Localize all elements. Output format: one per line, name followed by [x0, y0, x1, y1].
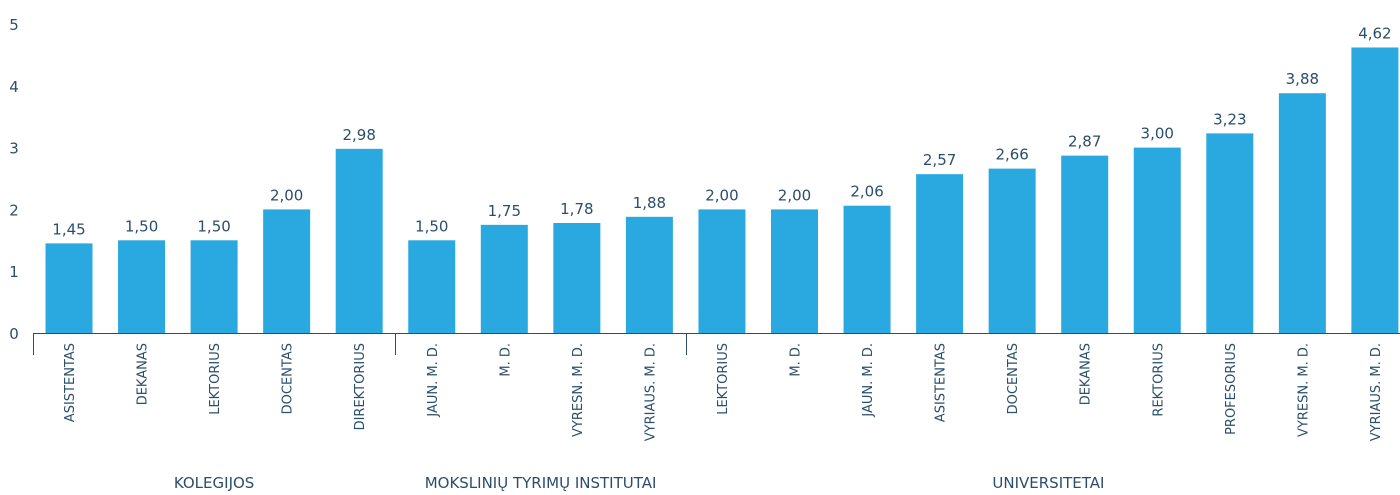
category-label: PROFESORIUS	[1224, 343, 1239, 435]
bar	[1278, 93, 1326, 333]
bar	[1061, 155, 1109, 333]
y-tick-label: 3	[9, 140, 19, 158]
bar	[45, 243, 93, 333]
value-label: 4,62	[1358, 24, 1391, 42]
value-label: 2,00	[705, 186, 738, 204]
bar	[1206, 133, 1254, 333]
category-label: DOCENTAS	[1006, 343, 1021, 414]
y-tick-label: 1	[9, 263, 19, 281]
value-label: 2,00	[270, 186, 303, 204]
category-label: REKTORIUS	[1151, 343, 1166, 417]
value-label: 1,78	[560, 200, 593, 218]
category-label: DEKANAS	[136, 343, 151, 405]
bar	[625, 216, 673, 333]
group-label: MOKSLINIŲ TYRIMŲ INSTITUTAI	[425, 474, 657, 492]
category-label: DIREKTORIUS	[353, 343, 368, 430]
bar	[480, 224, 528, 333]
y-tick-label: 5	[9, 16, 19, 34]
group-dividers	[33, 333, 687, 355]
bar	[988, 168, 1036, 333]
category-label: VYRIAUS. M. D.	[643, 343, 658, 441]
group-labels: KOLEGIJOS MOKSLINIŲ TYRIMŲ INSTITUTAI UNIV…	[174, 474, 1105, 492]
bar	[916, 174, 964, 333]
value-label: 1,88	[633, 194, 666, 212]
bar	[843, 205, 891, 333]
category-labels: ASISTENTAS DEKANAS LEKTORIUS DOCENTAS DIREKT…	[63, 343, 1384, 441]
bar	[553, 222, 601, 333]
category-label: VYRESN. M. D.	[1296, 343, 1311, 437]
category-label: ASISTENTAS	[934, 343, 949, 422]
bar	[1351, 47, 1399, 333]
value-label: 3,88	[1286, 70, 1319, 88]
value-label: 2,66	[995, 146, 1028, 164]
category-label: M. D.	[789, 343, 804, 377]
bars	[45, 47, 1399, 333]
category-label: ASISTENTAS	[63, 343, 78, 422]
value-labels: 1,45 1,50 1,50 2,00 2,98 1,50 1,75 1,78 1,88 2,00…	[52, 24, 1391, 238]
bar	[118, 240, 166, 333]
bar	[263, 209, 311, 333]
y-tick-label: 4	[9, 78, 19, 96]
value-label: 2,06	[850, 183, 883, 201]
bar	[1133, 147, 1181, 333]
category-label: M. D.	[498, 343, 513, 377]
bar	[408, 240, 456, 333]
bar	[335, 148, 383, 333]
group-label: KOLEGIJOS	[174, 474, 254, 492]
value-label: 1,50	[415, 217, 448, 235]
value-label: 1,45	[52, 220, 85, 238]
value-label: 2,57	[923, 151, 956, 169]
category-label: DEKANAS	[1079, 343, 1094, 405]
value-label: 1,50	[197, 217, 230, 235]
category-label: JAUN. M. D.	[861, 343, 876, 418]
value-label: 1,50	[125, 217, 158, 235]
category-label: LEKTORIUS	[208, 343, 223, 415]
category-label: DOCENTAS	[281, 343, 296, 414]
value-label: 1,75	[488, 202, 521, 220]
category-label: LEKTORIUS	[716, 343, 731, 415]
category-label: JAUN. M. D.	[426, 343, 441, 418]
value-label: 3,23	[1213, 110, 1246, 128]
group-label: UNIVERSITETAI	[992, 474, 1104, 492]
value-label: 2,87	[1068, 133, 1101, 151]
bar	[771, 209, 818, 333]
y-axis-ticks: 0 1 2 3 4 5	[9, 16, 19, 343]
value-label: 2,00	[778, 186, 811, 204]
value-label: 3,00	[1141, 125, 1174, 143]
bar	[190, 240, 238, 333]
y-tick-label: 2	[9, 201, 19, 219]
y-tick-label: 0	[9, 325, 19, 343]
category-label: VYRESN. M. D.	[571, 343, 586, 437]
value-label: 2,98	[342, 126, 375, 144]
category-label: VYRIAUS. M. D.	[1369, 343, 1384, 441]
bar	[698, 209, 746, 333]
